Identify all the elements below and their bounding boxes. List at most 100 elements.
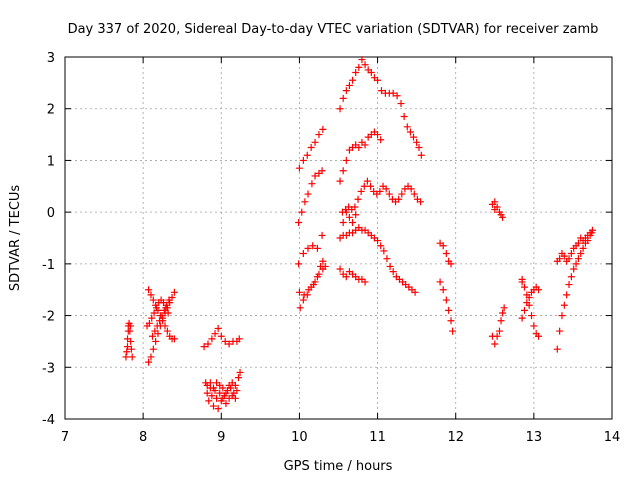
data-point — [523, 291, 531, 299]
data-point — [311, 138, 319, 146]
data-point — [395, 195, 403, 203]
data-point — [528, 312, 536, 320]
data-point — [319, 265, 327, 273]
data-point — [491, 206, 499, 214]
data-point — [219, 394, 227, 402]
data-point — [315, 131, 323, 139]
data-point — [361, 61, 369, 69]
data-point — [377, 242, 385, 250]
data-point — [307, 144, 315, 151]
data-point — [147, 291, 155, 299]
data-point — [525, 301, 533, 309]
y-tick-label: 3 — [47, 51, 55, 66]
data-point — [410, 133, 418, 141]
data-point — [518, 314, 526, 322]
x-tick-label: 14 — [604, 430, 621, 445]
data-point — [374, 131, 382, 139]
data-point — [377, 136, 385, 144]
data-point — [336, 105, 344, 113]
data-point — [560, 252, 568, 260]
data-point — [221, 337, 229, 345]
data-point — [318, 231, 326, 239]
data-point — [493, 332, 501, 340]
data-point — [413, 138, 421, 146]
data-point — [342, 156, 350, 164]
data-point — [393, 92, 401, 100]
data-point — [208, 392, 216, 400]
data-point — [304, 190, 312, 198]
data-point — [406, 128, 414, 136]
data-point — [150, 309, 158, 317]
data-point — [315, 270, 323, 278]
data-point — [209, 384, 217, 392]
data-point — [389, 89, 397, 97]
data-point — [556, 255, 564, 263]
plot-frame — [64, 56, 613, 420]
data-point — [355, 144, 363, 151]
data-point — [567, 250, 575, 258]
x-tick-label: 8 — [139, 430, 147, 445]
data-point — [208, 335, 216, 343]
data-point — [530, 322, 538, 330]
data-point — [449, 327, 457, 335]
data-point — [436, 278, 444, 286]
data-point — [500, 304, 508, 312]
data-point — [556, 327, 564, 335]
data-point — [357, 187, 365, 195]
data-point — [565, 281, 573, 289]
data-point — [361, 141, 369, 149]
data-point — [295, 288, 303, 296]
data-point — [389, 268, 397, 276]
data-point — [170, 288, 178, 296]
data-point — [295, 164, 303, 172]
data-point — [217, 332, 225, 340]
data-point — [495, 327, 503, 335]
data-point — [236, 368, 244, 376]
data-point — [161, 322, 169, 330]
data-point — [339, 218, 347, 226]
x-tick-label: 7 — [61, 430, 69, 445]
data-point — [383, 255, 391, 263]
data-point — [299, 296, 307, 304]
data-point — [303, 151, 311, 159]
data-point — [235, 335, 243, 343]
y-tick-label: -2 — [42, 310, 55, 325]
data-point — [301, 198, 309, 206]
data-point — [336, 265, 344, 273]
data-point — [148, 314, 156, 322]
data-point — [361, 278, 369, 286]
data-point — [352, 211, 360, 219]
data-points — [122, 56, 596, 413]
data-point — [200, 343, 208, 351]
data-point — [410, 190, 418, 198]
data-point — [153, 322, 161, 330]
data-point — [417, 151, 425, 159]
y-tick-label: -1 — [42, 258, 55, 273]
data-point — [376, 187, 384, 195]
data-point — [358, 56, 366, 64]
data-point — [234, 374, 242, 382]
data-point — [499, 213, 507, 221]
data-point — [407, 185, 415, 193]
grid-lines — [65, 57, 612, 419]
data-point — [442, 296, 450, 304]
data-point — [342, 273, 350, 281]
data-point — [397, 100, 405, 108]
data-point — [303, 291, 311, 299]
data-point — [558, 312, 566, 320]
data-point — [342, 87, 350, 95]
data-point — [216, 389, 224, 397]
data-point — [296, 304, 304, 312]
data-point — [214, 325, 222, 332]
data-point — [299, 156, 307, 164]
data-point — [491, 340, 499, 348]
data-point — [304, 244, 312, 252]
data-point — [295, 260, 303, 268]
data-point — [386, 262, 394, 270]
data-point — [151, 327, 159, 335]
data-point — [400, 112, 408, 120]
x-tick-labels: 7 8 9 10 11 12 13 14 — [61, 430, 620, 445]
data-point — [352, 69, 360, 77]
data-point — [203, 389, 211, 397]
data-point — [570, 265, 578, 273]
